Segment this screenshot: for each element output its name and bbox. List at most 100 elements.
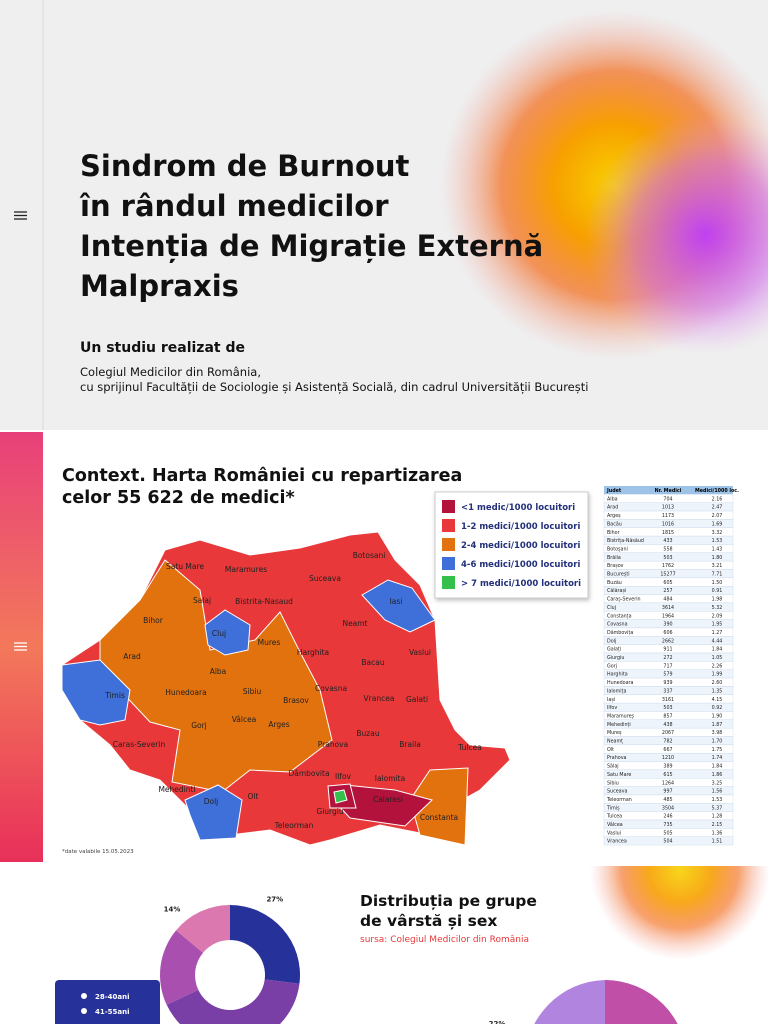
table-cell: 1.43: [712, 546, 723, 552]
table-cell: 2662: [662, 638, 674, 644]
county-label: Vrancea: [364, 694, 395, 703]
legend-dot: [81, 993, 87, 999]
legend-box: [434, 491, 589, 599]
table-cell: 1.90: [712, 713, 723, 719]
table-cell: 1.56: [712, 789, 723, 795]
county-label: Arges: [268, 720, 289, 729]
table-cell: Brăila: [607, 555, 621, 561]
table-cell: 257: [663, 588, 672, 594]
table-cell: 1.86: [712, 772, 723, 778]
table-cell: București: [607, 572, 630, 578]
title-line: Malpraxis: [80, 269, 239, 303]
table-cell: Argeș: [607, 513, 621, 519]
credit-line: cu sprijinul Facultății de Sociologie și…: [80, 380, 588, 394]
table-cell: Satu Mare: [607, 772, 631, 778]
menu-icon[interactable]: [14, 642, 27, 651]
county-label: Bistrita-Nasaud: [235, 597, 293, 606]
table-cell: 1815: [662, 530, 674, 536]
table-cell: Constanța: [607, 613, 632, 619]
table-cell: Harghita: [607, 672, 628, 678]
table-cell: Teleorman: [606, 797, 632, 803]
table-cell: Suceava: [607, 789, 627, 795]
table-cell: 1.84: [712, 647, 723, 653]
county-label: Arad: [123, 652, 141, 661]
map-region: [333, 789, 348, 804]
table-cell: 939: [663, 680, 672, 686]
table-cell: 3614: [662, 605, 674, 611]
footnote: *date valabile 15.05.2023: [62, 849, 134, 855]
section-title: de vârstă și sex: [360, 912, 497, 930]
legend-label: 41-55ani: [95, 1008, 130, 1016]
table-cell: 1.53: [712, 797, 723, 803]
county-label: Ialomita: [375, 774, 405, 783]
title-line: Intenția de Migrație Externă: [80, 229, 543, 263]
table-cell: 2.60: [712, 680, 723, 686]
table-cell: Dâmbovița: [607, 629, 633, 636]
table-cell: Neamț: [607, 739, 623, 745]
table-cell: 1.80: [712, 555, 723, 561]
table-cell: 485: [663, 797, 672, 803]
donut-slice: [166, 979, 300, 1028]
table-cell: Vrancea: [607, 839, 627, 845]
table-cell: 1173: [662, 513, 674, 519]
table-cell: 2.07: [712, 513, 723, 519]
table-cell: 1.99: [712, 672, 723, 678]
table-cell: Maramureș: [607, 713, 635, 719]
pie-slice: [534, 980, 605, 1024]
legend-label: 2-4 medici/1000 locuitori: [461, 541, 580, 551]
table-cell: 558: [663, 546, 672, 552]
map-region: [204, 609, 251, 656]
table-cell: Botoșani: [607, 546, 628, 552]
table-cell: Mureș: [607, 730, 622, 736]
table-cell: 615: [663, 772, 672, 778]
table-cell: Sibiu: [607, 780, 619, 786]
county-label: Braila: [399, 740, 421, 749]
table-cell: Tulcea: [606, 814, 622, 820]
data-label: 27%: [266, 896, 283, 904]
county-label: Olt: [248, 792, 259, 801]
table-cell: Vâlcea: [607, 821, 623, 828]
table-cell: 1.70: [712, 739, 723, 745]
table-cell: Prahova: [607, 755, 627, 761]
table-cell: Bihor: [607, 530, 620, 536]
county-label: Suceava: [309, 574, 341, 583]
table-cell: 389: [663, 764, 672, 770]
table-cell: Buzău: [607, 580, 622, 586]
title-line: în rândul medicilor: [79, 189, 389, 223]
map-region: [61, 659, 131, 726]
legend-label: <1 medic/1000 locuitori: [461, 503, 575, 513]
legend-box: [55, 980, 160, 1028]
table-cell: Alba: [607, 496, 618, 502]
legend-swatch: [442, 519, 455, 532]
county-label: Dâmbovita: [288, 769, 329, 778]
table-cell: 1.35: [712, 688, 723, 694]
menu-icon[interactable]: [14, 211, 27, 220]
table-header: Nr. Medici: [655, 488, 682, 494]
table-cell: 606: [663, 630, 672, 636]
table-cell: 2.15: [712, 822, 723, 828]
table-cell: 1.28: [712, 814, 723, 820]
table-cell: 5.37: [712, 805, 723, 811]
table-cell: 717: [663, 663, 672, 669]
table-cell: Ilfov: [607, 705, 617, 711]
table-cell: 1.53: [712, 538, 723, 544]
county-label: Vaslui: [409, 648, 431, 657]
legend-swatch: [442, 557, 455, 570]
table-cell: 1.05: [712, 655, 723, 661]
table-cell: 503: [663, 705, 672, 711]
table-cell: Bacău: [607, 521, 622, 527]
table-cell: 0.91: [712, 588, 723, 594]
table-cell: 7.71: [712, 572, 723, 578]
table-row: [603, 836, 734, 846]
county-label: Neamt: [342, 619, 367, 628]
county-label: Cluj: [212, 629, 226, 638]
county-label: Gorj: [191, 721, 207, 730]
table-cell: 3.98: [712, 730, 723, 736]
table-cell: 667: [663, 747, 672, 753]
county-label: Mehedinti: [158, 785, 195, 794]
county-label: Calaresi: [373, 795, 403, 804]
legend-dot: [81, 1008, 87, 1014]
section-title: Context. Harta României cu repartizarea: [62, 466, 462, 486]
table-cell: Covasna: [607, 622, 628, 628]
table-cell: Gorj: [607, 663, 617, 669]
